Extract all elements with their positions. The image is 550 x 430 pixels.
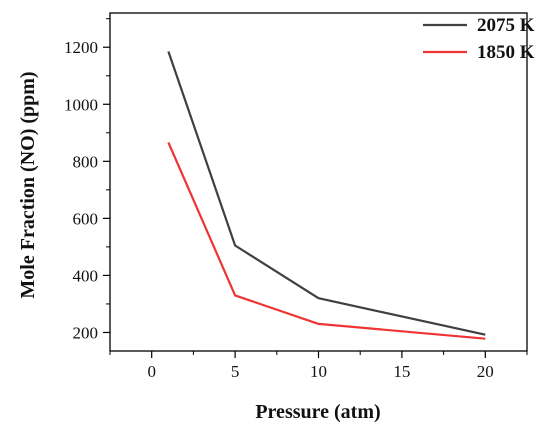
y-tick-label: 400 bbox=[73, 266, 99, 285]
legend-label: 1850 K bbox=[477, 42, 535, 63]
x-axis-title: Pressure (atm) bbox=[255, 401, 380, 423]
series-line-2 bbox=[167, 142, 486, 340]
y-tick-label: 800 bbox=[73, 152, 99, 171]
y-tick-label: 200 bbox=[73, 323, 99, 342]
x-tick-label: 15 bbox=[393, 362, 410, 381]
series-lines bbox=[167, 51, 486, 340]
x-tick-label: 0 bbox=[147, 362, 156, 381]
y-axis-title: Mole Fraction (NO) (ppm) bbox=[17, 71, 39, 298]
x-tick-label: 10 bbox=[310, 362, 327, 381]
x-axis-ticks: 0 5 10 15 20 bbox=[109, 351, 528, 381]
x-tick-label: 20 bbox=[477, 362, 494, 381]
y-axis-ticks: 200 400 600 800 1000 1200 bbox=[64, 18, 110, 342]
legend: 2075 K 1850 K bbox=[423, 15, 535, 63]
y-tick-label: 1200 bbox=[64, 38, 98, 57]
x-tick-label: 5 bbox=[231, 362, 240, 381]
series-line-1 bbox=[167, 51, 486, 336]
legend-label: 2075 K bbox=[477, 15, 535, 36]
y-tick-label: 600 bbox=[73, 209, 99, 228]
y-tick-label: 1000 bbox=[64, 95, 98, 114]
